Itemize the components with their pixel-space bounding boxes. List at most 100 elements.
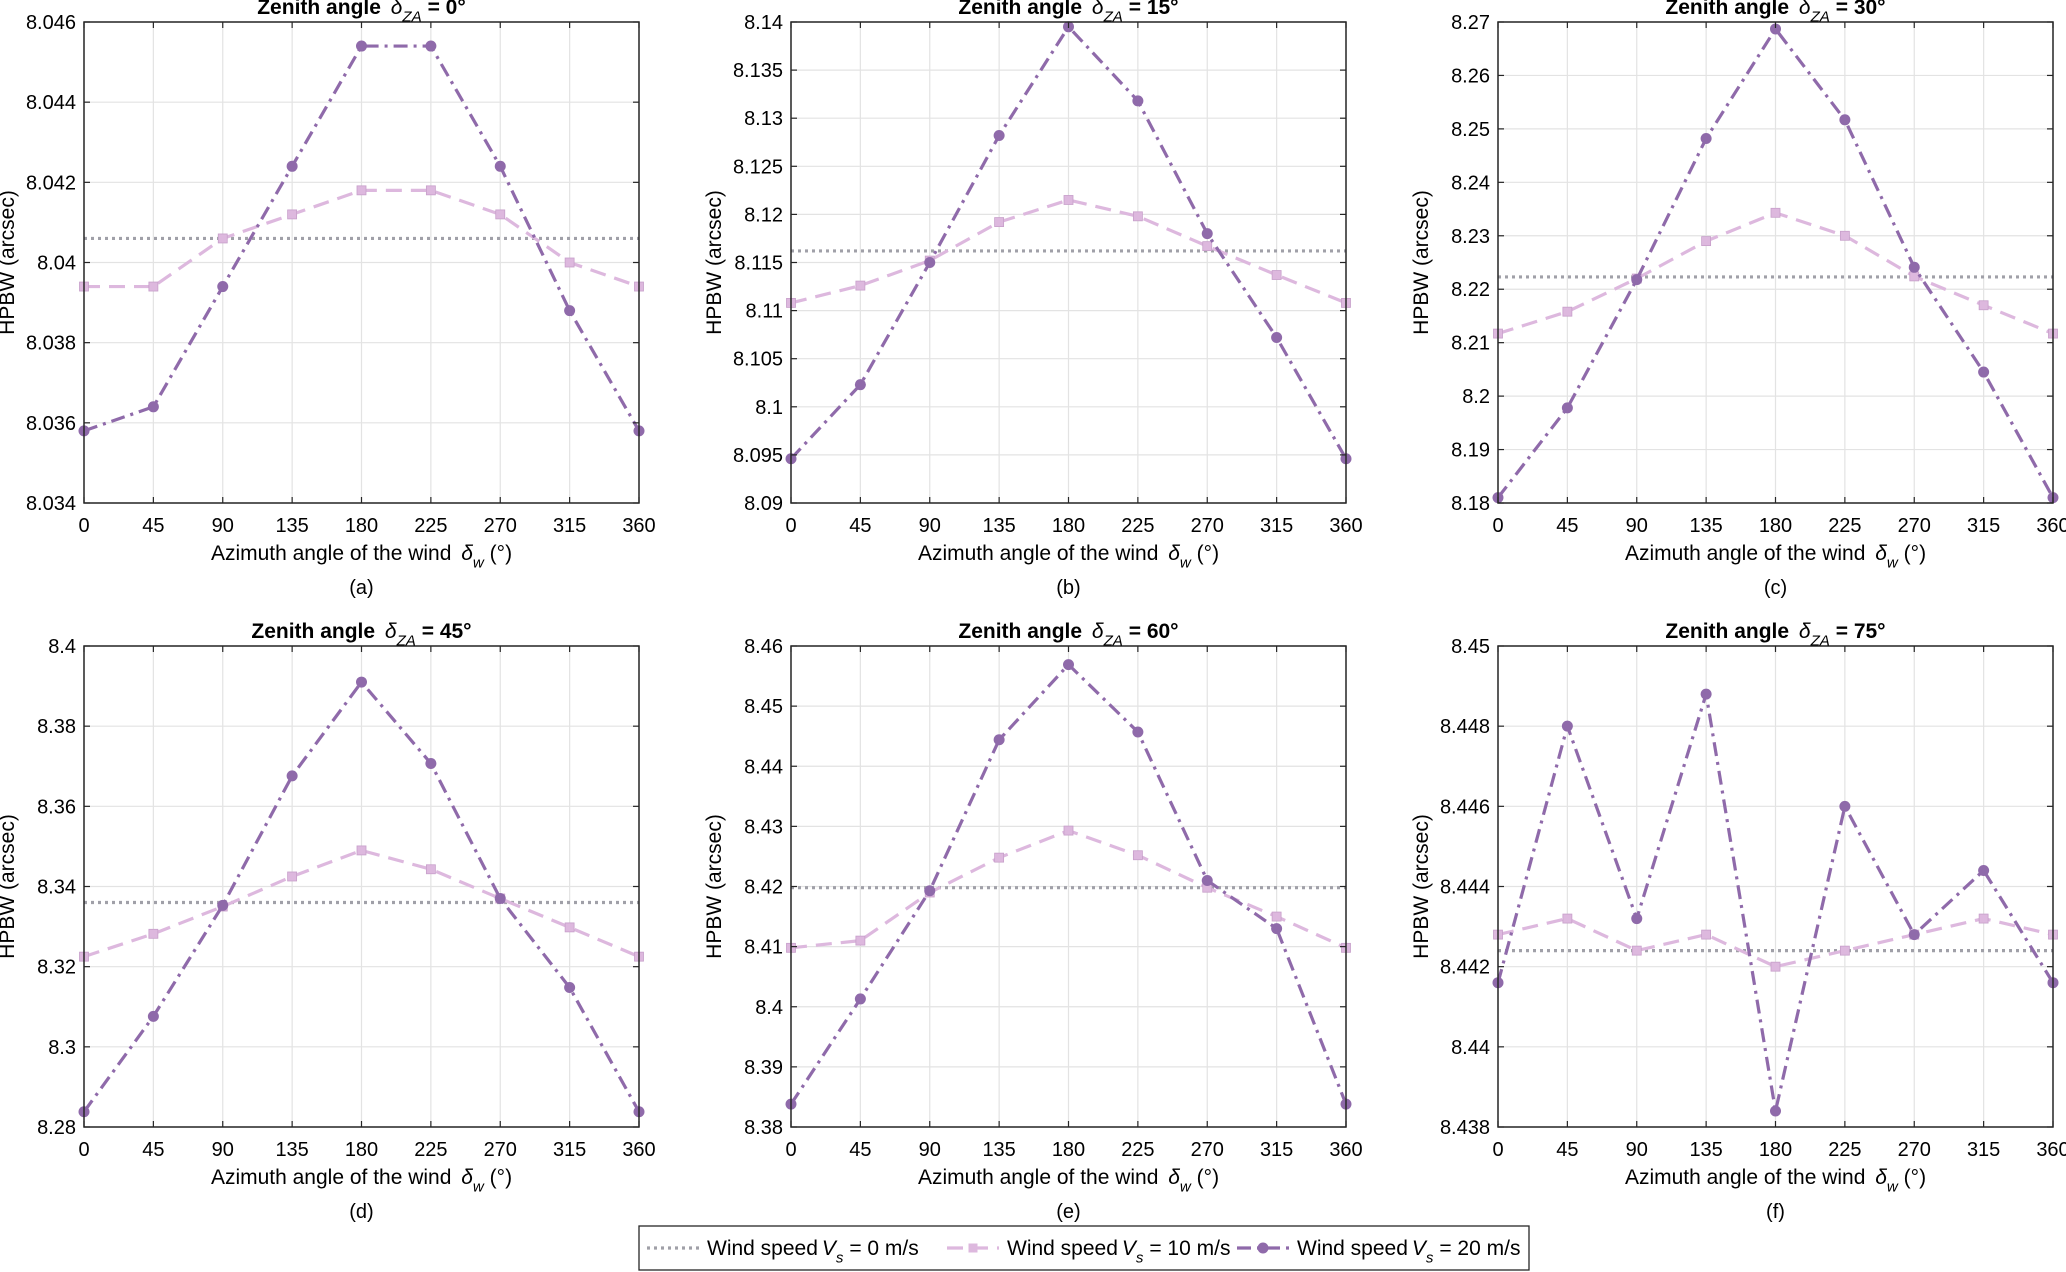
chart-title: Zenith angle δZA = 75° [1665, 620, 1885, 649]
data-point [1770, 961, 1781, 972]
chart-title-var: δ [1092, 0, 1104, 19]
data-point [1132, 850, 1143, 861]
series-line-2 [82, 680, 641, 1113]
y-tick-label: 8.27 [1451, 12, 1490, 34]
x-tick-label: 315 [1260, 1139, 1293, 1161]
x-tick-label: 135 [1689, 515, 1722, 537]
y-axis-label: HPBW (arcsec) [703, 814, 726, 959]
y-tick-label: 8.44 [1451, 1037, 1490, 1059]
x-tick-label: 225 [1121, 515, 1154, 537]
y-tick-label: 8.038 [26, 333, 76, 355]
data-point [1978, 864, 1990, 876]
legend-marker [968, 1243, 978, 1253]
data-point [1770, 207, 1781, 218]
x-tick-label: 360 [1329, 1139, 1362, 1161]
data-point [855, 280, 866, 291]
x-tick-label: 360 [2036, 1139, 2066, 1161]
data-point [994, 217, 1005, 227]
data-point [356, 676, 367, 688]
data-point [1201, 228, 1213, 240]
data-point [994, 852, 1005, 863]
x-tick-label: 225 [1828, 1139, 1861, 1161]
data-point [993, 130, 1005, 142]
chart-title-suffix: = 0° [422, 0, 466, 19]
y-axis-label: HPBW (arcsec) [0, 814, 19, 959]
data-point [1132, 726, 1144, 738]
data-point [564, 922, 575, 933]
data-point [356, 185, 367, 196]
y-axis-label: HPBW (arcsec) [703, 190, 726, 335]
data-point [425, 185, 436, 196]
y-tick-label: 8.38 [37, 716, 76, 738]
chart-title-prefix: Zenith angle [1665, 0, 1795, 19]
panel-label: (d) [349, 1201, 373, 1223]
x-axis-label-suffix: (°) [1898, 1166, 1926, 1189]
y-tick-label: 8.34 [37, 877, 76, 899]
x-tick-label: 135 [982, 1139, 1015, 1161]
x-axis-label-sub: w [1887, 1178, 1899, 1195]
data-point [148, 281, 159, 292]
x-axis-label: Azimuth angle of the wind δw (°) [1625, 1166, 1926, 1195]
series-2 [1492, 23, 2059, 504]
data-point [1701, 236, 1712, 247]
x-axis-label-prefix: Azimuth angle of the wind [918, 542, 1164, 565]
data-point [854, 993, 866, 1005]
chart-title-sub: ZA [1810, 8, 1830, 25]
chart-title-suffix: = 45° [416, 620, 472, 643]
data-point [1202, 241, 1213, 252]
legend-label-prefix: Wind speed [1297, 1237, 1408, 1260]
x-axis-label: Azimuth angle of the wind δw (°) [918, 542, 1219, 571]
legend-label-prefix: Wind speed [1007, 1237, 1118, 1260]
panel-label: (e) [1056, 1201, 1080, 1223]
x-tick-label: 0 [785, 515, 796, 537]
chart-panel-f: 0 45 90 135 180 225 270 315 360 8.438 8.44 8.442 8.4… [1410, 620, 2066, 1223]
legend-label: Wind speed Vs = 0 m/s [707, 1237, 919, 1266]
x-tick-label: 180 [1052, 1139, 1085, 1161]
data-point [286, 160, 298, 172]
x-tick-label: 90 [919, 1139, 941, 1161]
x-axis-label-suffix: (°) [484, 1166, 512, 1189]
data-point [1063, 825, 1074, 836]
legend-label-var: V [1412, 1237, 1428, 1260]
x-tick-label: 225 [414, 1139, 447, 1161]
chart-panel-b: 0 45 90 135 180 225 270 315 360 8.09 8.095 8.1 8.105… [703, 0, 1363, 599]
y-tick-label: 8.04 [37, 253, 76, 275]
y-tick-label: 8.044 [26, 92, 76, 114]
chart-title-var: δ [385, 620, 397, 643]
data-point [356, 40, 367, 52]
chart-title-suffix: = 60° [1123, 620, 1179, 643]
x-tick-label: 90 [1626, 1139, 1648, 1161]
data-point [1770, 1105, 1781, 1117]
data-point [1839, 945, 1850, 956]
data-point [286, 770, 298, 782]
chart-title-var: δ [1799, 620, 1811, 643]
y-tick-label: 8.18 [1451, 493, 1490, 515]
y-axis-label: HPBW (arcsec) [1410, 190, 1433, 335]
x-tick-label: 135 [1689, 1139, 1722, 1161]
x-tick-label: 45 [849, 515, 871, 537]
chart-title-suffix: = 15° [1123, 0, 1179, 19]
x-tick-label: 0 [1492, 515, 1503, 537]
data-point [1562, 913, 1573, 924]
x-tick-label: 135 [275, 1139, 308, 1161]
y-tick-label: 8.4 [48, 636, 76, 658]
data-point [564, 982, 576, 994]
y-tick-label: 8.042 [26, 172, 76, 194]
y-tick-label: 8.444 [1440, 877, 1490, 899]
x-axis-label-prefix: Azimuth angle of the wind [1625, 1166, 1871, 1189]
chart-title-sub: ZA [1810, 632, 1830, 649]
x-axis-label-suffix: (°) [1898, 542, 1926, 565]
chart-panel-c: 0 45 90 135 180 225 270 315 360 8.18 8.19 8.2 8.21 8.… [1410, 0, 2066, 599]
y-tick-label: 8.115 [734, 253, 783, 275]
y-tick-label: 8.034 [26, 493, 76, 515]
data-point [147, 1010, 159, 1022]
chart-title-prefix: Zenith angle [958, 620, 1088, 643]
x-tick-label: 45 [849, 1139, 871, 1161]
series-line-1 [1497, 916, 2054, 969]
legend-box [638, 1225, 1530, 1271]
legend-label-var: V [1122, 1237, 1138, 1260]
panel-label: (b) [1056, 577, 1080, 599]
y-tick-label: 8.125 [733, 156, 783, 178]
x-axis-label-suffix: (°) [484, 542, 512, 565]
x-tick-label: 315 [553, 1139, 586, 1161]
